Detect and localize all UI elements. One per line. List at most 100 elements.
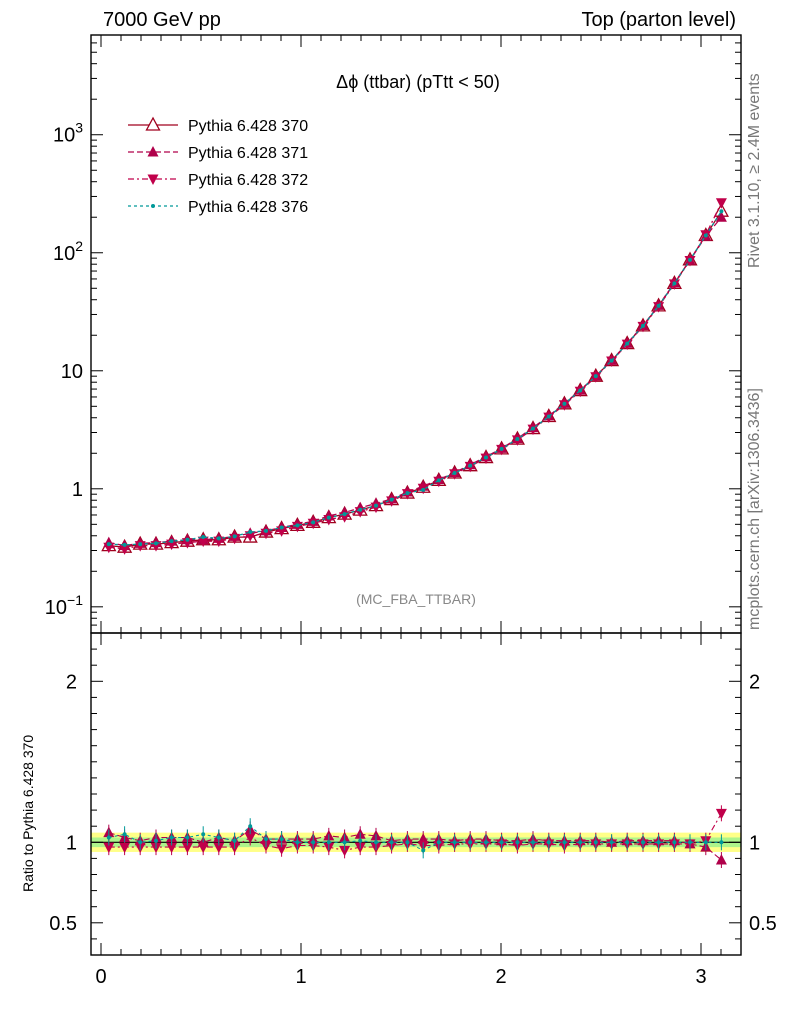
ratio-point xyxy=(688,840,692,845)
ratio-tick-label-left: 0.5 xyxy=(49,913,77,935)
ratio-point xyxy=(625,840,630,845)
legend-marker xyxy=(145,116,161,131)
y-tick-label: 102 xyxy=(53,238,83,265)
data-point xyxy=(134,541,146,552)
data-point xyxy=(374,503,378,508)
series-line xyxy=(108,202,722,550)
ratio-point xyxy=(197,842,209,854)
ratio-point xyxy=(213,842,225,854)
x-tick-label: 2 xyxy=(495,966,506,988)
ratio-point xyxy=(106,835,111,840)
ratio-point xyxy=(119,842,131,854)
header-process: Top (parton level) xyxy=(581,9,736,31)
ratio-point xyxy=(154,838,158,843)
ratio-point xyxy=(279,837,284,842)
mcplots-reference-label: mcplots.cern.ch [arXiv:1306.3436] xyxy=(746,388,763,630)
series-2 xyxy=(103,198,727,555)
legend: Pythia 6.428 370 Pythia 6.428 371 Pythia 6… xyxy=(128,116,308,216)
ratio-point xyxy=(578,840,583,845)
ratio-point xyxy=(311,840,316,845)
data-point xyxy=(197,536,209,548)
chart-title: Δϕ (ttbar) (pTtt < 50) xyxy=(336,72,500,92)
ratio-tick-label-right: 0.5 xyxy=(749,913,777,935)
ratio-point xyxy=(609,840,614,845)
series-layer xyxy=(101,198,729,555)
data-point xyxy=(276,526,288,537)
data-point xyxy=(264,528,268,533)
data-point xyxy=(354,507,366,518)
data-point xyxy=(546,414,551,419)
ratio-point xyxy=(169,835,174,840)
ratio-axis-label: Ratio to Pythia 6.428 370 xyxy=(20,734,36,892)
data-point xyxy=(326,515,331,520)
legend-marker xyxy=(151,204,155,208)
ratio-line xyxy=(108,825,722,852)
ratio-tick-label-right: 1 xyxy=(749,832,760,854)
ratio-tick-label-left: 1 xyxy=(66,832,77,854)
data-point xyxy=(229,533,241,545)
ratio-point xyxy=(641,840,645,845)
ratio-series-3 xyxy=(106,818,724,859)
data-point xyxy=(248,530,253,535)
data-point xyxy=(244,531,256,542)
data-point xyxy=(578,388,583,393)
y-tick-label: 1 xyxy=(72,479,83,501)
series-3 xyxy=(106,209,724,547)
data-point xyxy=(358,507,363,512)
data-point xyxy=(154,541,158,546)
legend-label: Pythia 6.428 376 xyxy=(188,199,308,216)
data-point xyxy=(279,525,284,530)
data-point xyxy=(703,233,708,238)
data-point xyxy=(323,514,335,526)
ratio-point xyxy=(342,840,347,845)
ratio-line xyxy=(108,828,722,861)
ratio-point xyxy=(484,840,488,845)
data-point xyxy=(484,455,488,460)
y-tick-label: 10 xyxy=(61,361,83,383)
ratio-point xyxy=(593,840,598,845)
ratio-point xyxy=(374,840,378,845)
data-point xyxy=(232,534,237,539)
data-point xyxy=(499,446,504,451)
ratio-point xyxy=(452,840,457,845)
ratio-point xyxy=(715,808,727,820)
ratio-point xyxy=(295,840,300,845)
data-point xyxy=(593,374,598,379)
ratio-point xyxy=(436,840,441,845)
header-beam-energy: 7000 GeV pp xyxy=(103,9,221,31)
ratio-point xyxy=(546,840,551,845)
data-point xyxy=(169,539,174,544)
series-line xyxy=(108,210,722,546)
ratio-point xyxy=(326,840,331,845)
legend-label: Pythia 6.428 370 xyxy=(188,118,308,135)
legend-marker xyxy=(147,174,159,185)
ratio-axes-box xyxy=(90,632,742,956)
data-point xyxy=(389,497,394,502)
data-point xyxy=(342,512,347,517)
ratio-point xyxy=(276,844,288,855)
ratio-point xyxy=(719,840,724,845)
ratio-point xyxy=(103,842,115,854)
ratio-point xyxy=(248,824,253,829)
data-point xyxy=(185,537,190,542)
data-point xyxy=(515,437,520,442)
ratio-line xyxy=(108,813,722,851)
data-point xyxy=(625,341,630,346)
ratio-point xyxy=(468,840,473,845)
data-point xyxy=(370,502,382,514)
data-point xyxy=(531,426,535,431)
data-point xyxy=(295,523,300,528)
data-point xyxy=(719,209,724,214)
ratio-point xyxy=(264,837,268,842)
data-point xyxy=(201,535,206,540)
data-point xyxy=(421,487,426,492)
data-point xyxy=(119,544,131,555)
data-point xyxy=(715,211,727,222)
ratio-point xyxy=(358,838,363,843)
x-tick-label: 0 xyxy=(95,966,106,988)
data-point xyxy=(311,520,316,525)
data-point xyxy=(452,471,457,476)
ratio-point xyxy=(499,840,504,845)
analysis-label: (MC_FBA_TTBAR) xyxy=(356,591,476,607)
data-point xyxy=(672,281,677,286)
